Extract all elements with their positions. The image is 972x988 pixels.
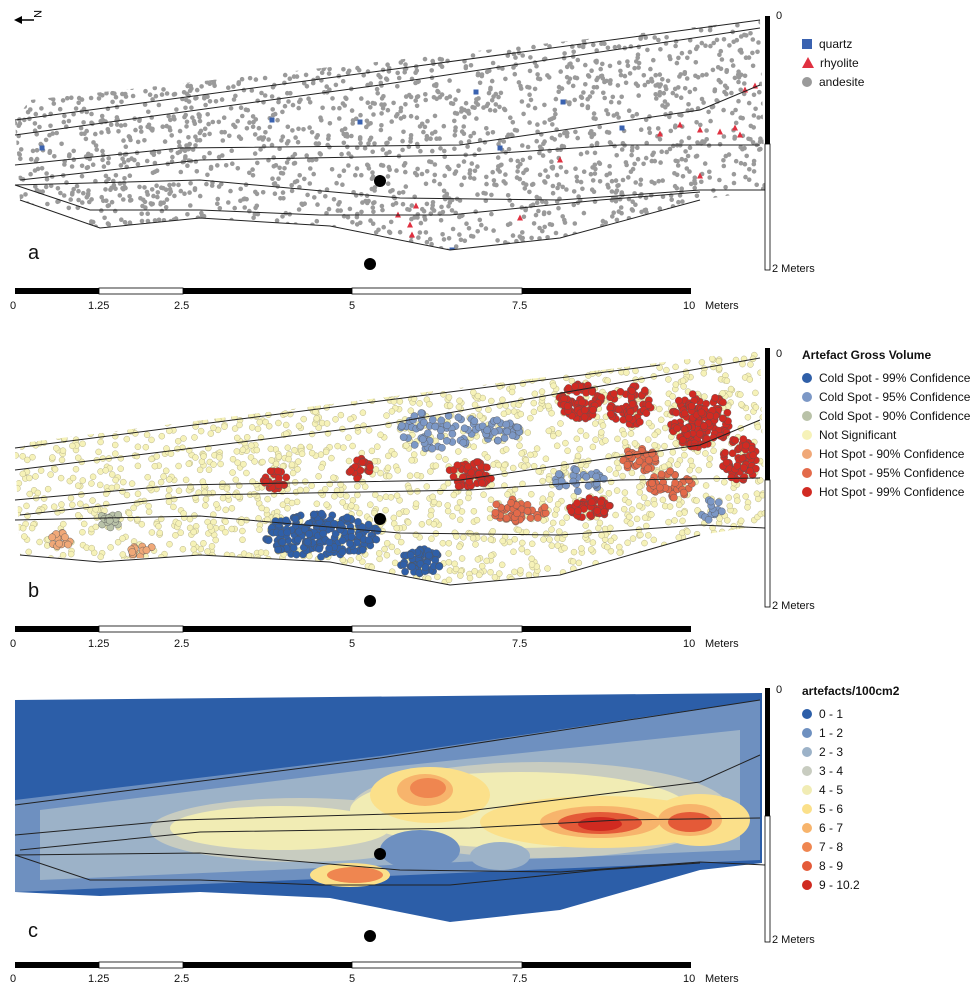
map-a: N xyxy=(14,10,771,295)
scale-tick-0: 0 xyxy=(10,973,17,985)
panel-a: N 0 2 Meters a 0 1.25 2.5 5 7.5 10 Meter… xyxy=(0,0,972,330)
vertical-scale-bottom: 2 Meters xyxy=(772,934,815,946)
legend-item: 1 - 2 xyxy=(802,723,899,742)
triangle-icon xyxy=(802,57,814,68)
map-b xyxy=(14,348,771,633)
scale-tick-5: 10 xyxy=(683,638,696,650)
legend-item: 6 - 7 xyxy=(802,818,899,837)
legend-item: Cold Spot - 90% Confidence xyxy=(802,406,970,425)
legend-title: Artefact Gross Volume xyxy=(802,348,932,362)
boundary-lines-a xyxy=(14,19,765,251)
legend-item: Hot Spot - 90% Confidence xyxy=(802,444,970,463)
circle-icon xyxy=(802,784,812,795)
legend-item: Hot Spot - 99% Confidence xyxy=(802,482,970,501)
panel-letter-b: b xyxy=(28,580,40,602)
north-label: N xyxy=(31,10,43,18)
legend-item: 5 - 6 xyxy=(802,799,899,818)
circle-icon xyxy=(802,746,812,757)
legend-item: 0 - 1 xyxy=(802,704,899,723)
circle-icon xyxy=(802,822,812,833)
legend-item-quartz: quartz xyxy=(802,34,864,53)
density-raster xyxy=(15,693,762,922)
vertical-scale-bar xyxy=(764,688,771,943)
vertical-scale-bar xyxy=(764,16,771,271)
scale-tick-3: 5 xyxy=(349,300,356,312)
datum-marker xyxy=(364,930,376,942)
legend-item: Hot Spot - 95% Confidence xyxy=(802,463,970,482)
circle-icon xyxy=(802,765,812,776)
scale-tick-0: 0 xyxy=(10,638,17,650)
scale-tick-1: 1.25 xyxy=(88,638,110,650)
panel-letter-a: a xyxy=(28,242,40,264)
vertical-scale-bottom: 2 Meters xyxy=(772,263,815,275)
circle-icon xyxy=(802,410,812,421)
panel-letter-c: c xyxy=(28,920,38,942)
legend-b: Artefact Gross Volume Cold Spot - 99% Co… xyxy=(802,348,970,501)
circle-icon xyxy=(802,879,812,890)
legend-item-andesite: andesite xyxy=(802,72,864,91)
circle-icon xyxy=(802,860,812,871)
horizontal-scale-bar xyxy=(15,287,691,295)
vertical-scale-bar xyxy=(764,348,771,608)
scale-tick-5: 10 xyxy=(683,300,696,312)
datum-marker xyxy=(364,595,376,607)
scale-tick-1: 1.25 xyxy=(88,973,110,985)
legend-item: Not Significant xyxy=(802,425,970,444)
boundary-lines-c xyxy=(14,699,766,886)
circle-icon xyxy=(802,727,812,738)
scale-unit: Meters xyxy=(705,300,739,312)
scale-tick-4: 7.5 xyxy=(512,973,528,985)
scale-tick-2: 2.5 xyxy=(174,638,190,650)
scale-tick-4: 7.5 xyxy=(512,638,528,650)
circle-icon xyxy=(802,708,812,719)
circle-icon xyxy=(802,803,812,814)
scale-tick-1: 1.25 xyxy=(88,300,110,312)
scale-tick-4: 7.5 xyxy=(512,300,528,312)
datum-marker xyxy=(374,175,386,187)
datum-marker xyxy=(374,848,386,860)
scale-unit: Meters xyxy=(705,973,739,985)
legend-item: 4 - 5 xyxy=(802,780,899,799)
north-arrow-icon xyxy=(14,16,34,24)
scale-unit: Meters xyxy=(705,638,739,650)
scale-tick-3: 5 xyxy=(349,973,356,985)
legend-item: 8 - 9 xyxy=(802,856,899,875)
scale-tick-5: 10 xyxy=(683,973,696,985)
vertical-scale-top: 0 xyxy=(776,684,783,696)
scale-tick-2: 2.5 xyxy=(174,973,190,985)
map-c xyxy=(14,688,771,969)
legend-title: artefacts/100cm2 xyxy=(802,684,900,698)
circle-icon xyxy=(802,448,812,459)
vertical-scale-top: 0 xyxy=(776,10,783,22)
circle-icon xyxy=(802,467,812,478)
circle-icon xyxy=(802,372,812,383)
circle-icon xyxy=(802,76,812,87)
horizontal-scale-bar xyxy=(15,961,691,969)
legend-item: 9 - 10.2 xyxy=(802,875,899,894)
legend-item: 2 - 3 xyxy=(802,742,899,761)
vertical-scale-bottom: 2 Meters xyxy=(772,600,815,612)
legend-item: Cold Spot - 95% Confidence xyxy=(802,387,970,406)
scale-tick-0: 0 xyxy=(10,300,17,312)
scale-tick-2: 2.5 xyxy=(174,300,190,312)
circle-icon xyxy=(802,841,812,852)
datum-marker xyxy=(364,258,376,270)
legend-a: quartz rhyolite andesite xyxy=(802,34,864,91)
legend-item: 3 - 4 xyxy=(802,761,899,780)
scale-tick-3: 5 xyxy=(349,638,356,650)
horizontal-scale-bar xyxy=(15,625,691,633)
circle-icon xyxy=(802,486,812,497)
panel-b: 0 2 Meters b 0 1.25 2.5 5 7.5 10 Meters … xyxy=(0,330,972,660)
legend-item: 7 - 8 xyxy=(802,837,899,856)
circle-icon xyxy=(802,391,812,402)
legend-item: Cold Spot - 99% Confidence xyxy=(802,368,970,387)
datum-marker xyxy=(374,513,386,525)
square-icon xyxy=(802,38,812,49)
boundary-lines-b xyxy=(14,357,766,586)
vertical-scale-top: 0 xyxy=(776,348,783,360)
circle-icon xyxy=(802,429,812,440)
legend-item-rhyolite: rhyolite xyxy=(802,53,864,72)
panel-c: 0 2 Meters c 0 1.25 2.5 5 7.5 10 Meters … xyxy=(0,660,972,988)
